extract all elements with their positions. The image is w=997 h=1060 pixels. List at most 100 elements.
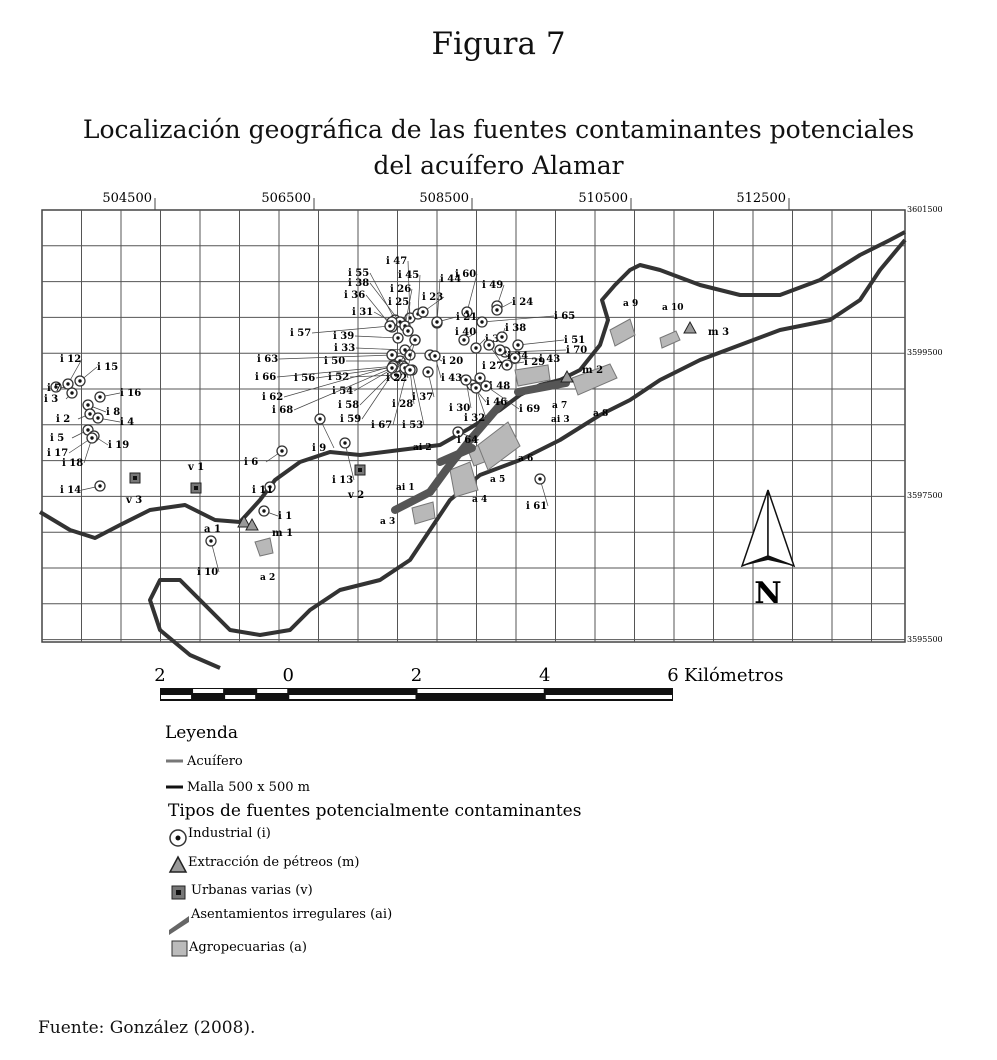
settlement-label: ai 3	[551, 415, 570, 425]
leader-line	[411, 369, 425, 426]
mining-label: a 1	[204, 524, 221, 535]
urban-icon	[171, 885, 186, 900]
scale-bar: 2 0 2 4 6 Kilómetros	[154, 665, 783, 701]
industrial-label: i 23	[422, 292, 443, 303]
agricultural-area	[449, 461, 479, 498]
industrial-marker-center	[478, 376, 482, 380]
industrial-label: i 25	[388, 297, 409, 308]
industrial-label: i 66	[255, 372, 276, 383]
industrial-marker-center	[538, 477, 542, 481]
agricultural-label: a 6	[518, 454, 533, 464]
agricultural-label: a 5	[490, 475, 505, 485]
industrial-label: i 35	[485, 334, 506, 345]
industrial-label: i 5	[50, 433, 64, 444]
industrial-label: i 7	[47, 383, 61, 394]
industrial-marker-center	[406, 329, 410, 333]
industrial-label: i 15	[97, 362, 118, 373]
mining-marker	[237, 514, 251, 528]
industrial-marker-center	[408, 368, 412, 372]
leader-line	[481, 315, 555, 323]
agricultural-label: a 3	[380, 517, 395, 527]
industrial-label: i 4	[120, 417, 134, 428]
industrial-marker-center	[96, 416, 100, 420]
industrial-label: i 39	[333, 331, 354, 342]
axis-ticks: 504500 506500 508500 510500 512500 3601500 359…	[102, 191, 942, 644]
industrial-label: i 14	[60, 485, 81, 496]
scale-segment	[545, 695, 672, 699]
scale-segment	[193, 689, 224, 693]
industrial-marker-center	[435, 320, 439, 324]
legend: Leyenda Acuífero Malla 500 x 500 m Tipos…	[165, 723, 581, 957]
settlement	[436, 444, 476, 466]
industrial-label: i 43	[441, 373, 462, 384]
urban-marker-center	[358, 468, 362, 472]
industrial-label: i 11	[252, 485, 273, 496]
industrial-label: i 16	[120, 388, 141, 399]
map-frame	[41, 209, 906, 643]
x-tick-label: 508500	[419, 191, 469, 206]
agricultural-area	[514, 364, 551, 387]
leader-line	[354, 335, 399, 339]
industrial-label: i 21	[456, 312, 477, 323]
north-arrow: N	[740, 489, 796, 611]
leader-line	[409, 369, 415, 405]
industrial-marker-center	[396, 336, 400, 340]
industrial-marker-center	[487, 343, 491, 347]
industrial-label: i 40	[455, 327, 476, 338]
mining-label: m 1	[272, 528, 293, 539]
industrial-label: i 22	[386, 373, 407, 384]
urban-label: v 1	[187, 462, 204, 473]
agricultural-area	[477, 421, 521, 471]
y-tick-label: 3597500	[907, 491, 943, 500]
title-line-2: del acuífero Alamar	[373, 151, 624, 180]
industrial-marker-center	[495, 308, 499, 312]
industrial-marker-center	[474, 346, 478, 350]
settlement-label: ai 1	[396, 483, 415, 493]
urban-marker-center	[194, 486, 198, 490]
urban-label: v 3	[125, 495, 142, 506]
legend-grid: Malla 500 x 500 m	[187, 780, 310, 795]
source-note: Fuente: González (2008).	[38, 1018, 256, 1038]
industrial-marker-center	[433, 354, 437, 358]
industrial-label: i 17	[47, 448, 68, 459]
industrial-marker-center	[390, 353, 394, 357]
industrial-label: i 3	[44, 394, 58, 405]
x-tick-label: 506500	[261, 191, 311, 206]
industrial-label: i 24	[512, 297, 533, 308]
industrial-label: i 37	[412, 392, 433, 403]
industrial-marker-center	[456, 430, 460, 434]
industrial-label: i 49	[482, 280, 503, 291]
scale-label: 0	[283, 665, 294, 686]
industrial-label: i 30	[449, 403, 470, 414]
leader-line	[417, 274, 421, 315]
leader-line	[466, 273, 478, 313]
mining-marker	[560, 369, 574, 383]
leader-line	[283, 365, 394, 398]
x-tick-label: 512500	[736, 191, 786, 206]
industrial-label: i 64	[457, 435, 478, 446]
industrial-label: i 33	[334, 343, 355, 354]
industrial-marker-center	[484, 384, 488, 388]
mining-icon	[168, 855, 188, 873]
industrial-marker-center	[394, 373, 398, 377]
industrial-marker-center	[70, 391, 74, 395]
industrial-label: i 48	[489, 381, 510, 392]
agricultural-area	[659, 330, 681, 349]
industrial-label: i 53	[402, 420, 423, 431]
industrial-label: i 36	[344, 290, 365, 301]
legend-types-title: Tipos de fuentes potencialmente contamin…	[168, 801, 581, 821]
mining-label: m 2	[582, 365, 603, 376]
industrial-marker-center	[268, 485, 272, 489]
y-tick-label: 3595500	[907, 635, 943, 644]
agricultural-label: a 10	[662, 303, 684, 313]
industrial-label: i 28	[392, 399, 413, 410]
industrial-marker-center	[413, 338, 417, 342]
industrial-label: i 20	[442, 356, 463, 367]
industrial-marker-center	[500, 335, 504, 339]
industrial-label: i 38	[505, 323, 526, 334]
industrial-label: i 61	[526, 501, 547, 512]
industrial-label: i 68	[272, 405, 293, 416]
scale-label: 6	[667, 665, 678, 686]
mining-marker	[683, 320, 697, 334]
title-line-1: Localización geográfica de las fuentes c…	[82, 115, 915, 144]
